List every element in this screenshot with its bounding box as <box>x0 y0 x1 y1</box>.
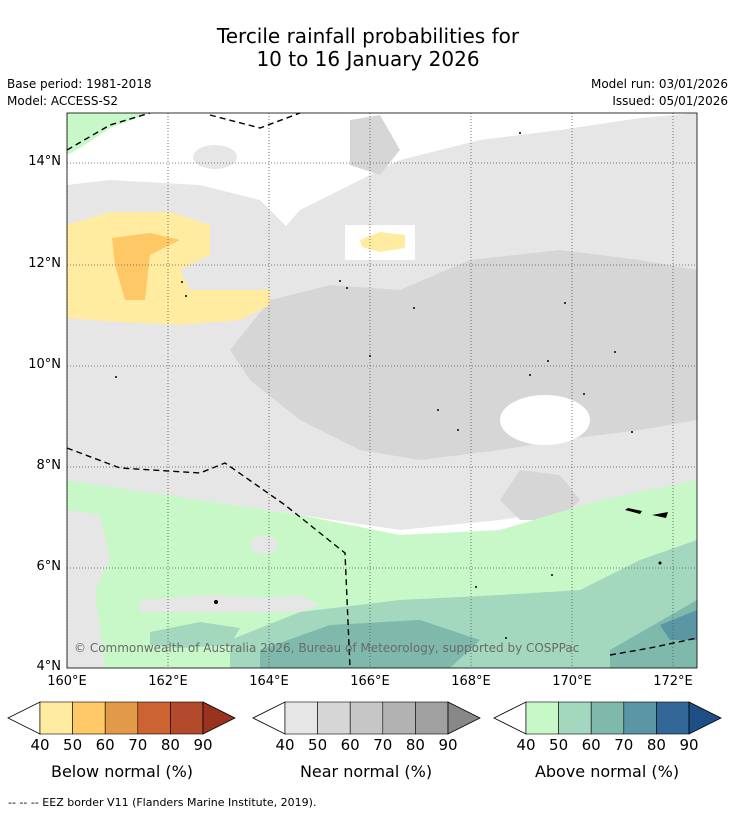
colorbar-tick-label: 40 <box>516 736 536 754</box>
lat-tick: 8°N <box>36 458 62 473</box>
colorbar-segment <box>104 701 139 735</box>
colorbar-over-arrow <box>202 701 236 735</box>
lon-tick: 170°E <box>552 674 592 689</box>
above-normal-label: Above normal (%) <box>534 762 680 781</box>
colorbar-tick-label: 90 <box>193 736 213 754</box>
lon-tick: 168°E <box>451 674 491 689</box>
colorbar-tick-label: 60 <box>340 736 360 754</box>
colorbar-segment <box>39 701 73 735</box>
lat-tick: 6°N <box>36 559 62 574</box>
below-normal-region-50 <box>112 233 180 300</box>
lon-tick: 172°E <box>653 674 693 689</box>
colorbar-segment <box>656 701 690 735</box>
copyright-notice: © Commonwealth of Australia 2026, Bureau… <box>74 641 580 655</box>
lat-tick: 10°N <box>28 357 61 372</box>
colorbar-tick-label: 50 <box>63 736 83 754</box>
lon-tick: 160°E <box>47 674 87 689</box>
colorbar-tick-label: 70 <box>614 736 634 754</box>
colorbar-segment <box>72 701 106 735</box>
eez-border <box>66 112 698 669</box>
issued-date: Issued: 05/01/2026 <box>612 94 728 108</box>
near-normal-label: Near normal (%) <box>299 762 433 781</box>
lon-tick: 164°E <box>249 674 289 689</box>
colorbar-tick-label: 40 <box>30 736 50 754</box>
colorbar-tick-label: 80 <box>646 736 666 754</box>
above-normal-north-west <box>67 113 150 155</box>
colorbar-tick-label: 50 <box>308 736 328 754</box>
colorbar-segment <box>623 701 657 735</box>
lat-tick: 14°N <box>28 154 61 169</box>
colorbar-over-arrow <box>688 701 722 735</box>
below-normal-label: Below normal (%) <box>50 762 194 781</box>
colorbar-tick-label: 40 <box>275 736 295 754</box>
map-title-line2: 10 to 16 January 2026 <box>256 47 480 71</box>
model-run-date: Model run: 03/01/2026 <box>590 77 728 91</box>
model-name: Model: ACCESS-S2 <box>7 94 119 108</box>
map-title-line1: Tercile rainfall probabilities for <box>216 24 520 48</box>
lon-tick: 166°E <box>350 674 390 689</box>
near-normal-region-east <box>500 470 580 520</box>
colorbar-tick-label: 90 <box>679 736 699 754</box>
colorbar-segment <box>525 701 559 735</box>
islands <box>115 132 668 639</box>
colorbar-segment <box>349 701 384 735</box>
colorbar-segment <box>170 701 204 735</box>
eez-border-note: -- -- -- EEZ border V11 (Flanders Marine… <box>8 796 317 809</box>
colorbar-tick-label: 60 <box>95 736 115 754</box>
colorbar-segment <box>590 701 625 735</box>
colorbar-segment <box>415 701 449 735</box>
colorbar-tick-label: 90 <box>438 736 458 754</box>
colorbar-segment <box>558 701 592 735</box>
colorbar-segment <box>137 701 171 735</box>
colorbar-segment <box>317 701 351 735</box>
lon-tick: 162°E <box>148 674 188 689</box>
colorbar-segment <box>382 701 416 735</box>
colorbar-tick-label: 70 <box>128 736 148 754</box>
colorbar-segment <box>284 701 318 735</box>
near-normal-region-north <box>350 115 400 175</box>
colorbar-over-arrow <box>447 701 481 735</box>
colorbar-tick-label: 60 <box>581 736 601 754</box>
colorbar-tick-label: 80 <box>160 736 180 754</box>
colorbar-tick-label: 70 <box>373 736 393 754</box>
colorbar-under-arrow <box>7 701 41 735</box>
colorbars <box>7 701 722 735</box>
colorbar-tick-label: 50 <box>549 736 569 754</box>
probability-field <box>67 113 697 668</box>
colorbar-under-arrow <box>252 701 286 735</box>
colorbar-under-arrow <box>493 701 527 735</box>
map-frame <box>66 112 698 669</box>
lat-tick: 4°N <box>36 659 62 674</box>
base-period: Base period: 1981-2018 <box>7 77 152 91</box>
colorbar-tick-label: 80 <box>405 736 425 754</box>
lat-tick: 12°N <box>28 256 61 271</box>
